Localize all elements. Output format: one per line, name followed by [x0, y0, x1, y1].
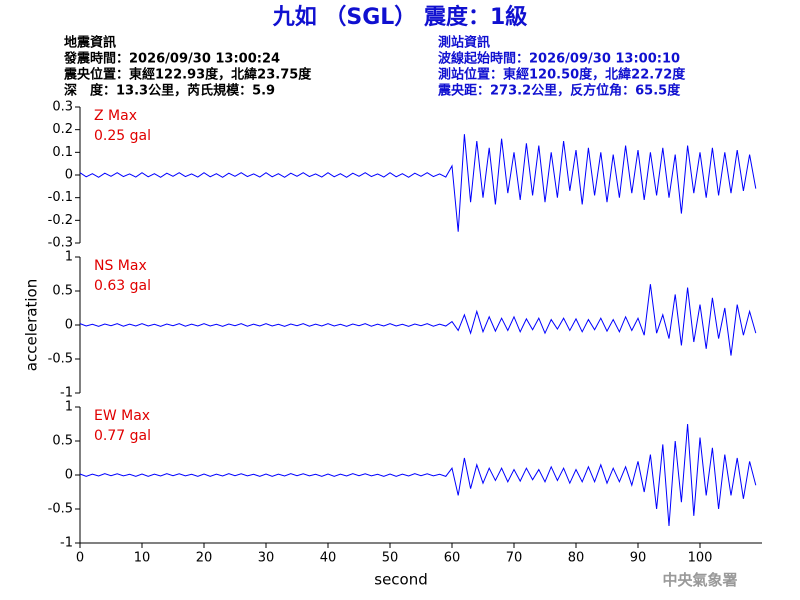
info-left: 震央位置：東經122.93度，北緯23.75度 — [63, 67, 312, 83]
y-tick-label: -1 — [60, 536, 73, 551]
y-tick-label: 0 — [65, 168, 73, 183]
annotation: 0.63 gal — [94, 278, 151, 294]
info-right: 波線起始時間：2026/09/30 13:00:10 — [438, 51, 680, 67]
y-tick-label: 0.1 — [52, 145, 73, 160]
y-tick-label: 0 — [65, 318, 73, 333]
annotation: Z Max — [94, 108, 137, 124]
y-tick-label: 1 — [65, 250, 73, 265]
x-tick-label: 100 — [688, 551, 713, 566]
y-tick-label: -0.5 — [48, 502, 73, 517]
y-tick-label: 1 — [65, 400, 73, 415]
waveform — [79, 134, 757, 232]
y-tick-label: -0.1 — [48, 190, 73, 205]
x-tick-label: 60 — [444, 551, 461, 566]
title: 九如 （SGL） 震度：1級 — [272, 4, 528, 30]
x-tick-label: 50 — [382, 551, 399, 566]
y-axis-label: acceleration — [23, 279, 41, 371]
x-tick-label: 80 — [568, 551, 585, 566]
x-tick-label: 30 — [258, 551, 275, 566]
annotation: EW Max — [94, 408, 150, 424]
x-tick-label: 90 — [630, 551, 647, 566]
x-tick-label: 40 — [320, 551, 337, 566]
info-left: 地震資訊 — [64, 35, 116, 51]
x-tick-label: 70 — [506, 551, 523, 566]
y-tick-label: -0.3 — [48, 236, 73, 251]
x-tick-label: 0 — [76, 551, 84, 566]
footer: 中央氣象署 — [662, 571, 737, 589]
annotation: 0.77 gal — [94, 428, 151, 444]
info-right: 震央距：273.2公里，反方位角：65.5度 — [437, 83, 681, 99]
info-left: 深 度：13.3公里，芮氏規模：5.9 — [64, 83, 275, 99]
y-tick-label: 0 — [65, 468, 73, 483]
info-left: 發震時間：2026/09/30 13:00:24 — [63, 51, 280, 67]
y-tick-label: 0.3 — [52, 100, 73, 115]
annotation: NS Max — [94, 258, 147, 274]
y-tick-label: -0.5 — [48, 352, 73, 367]
x-axis-label: second — [374, 571, 428, 589]
annotation: 0.25 gal — [94, 128, 151, 144]
info-right: 測站位置：東經120.50度，北緯22.72度 — [438, 67, 686, 83]
x-tick-label: 10 — [134, 551, 151, 566]
y-tick-label: 0.5 — [52, 284, 73, 299]
y-tick-label: 0.5 — [52, 434, 73, 449]
y-tick-label: -0.2 — [48, 213, 73, 228]
waveform — [79, 423, 757, 527]
y-tick-label: -1 — [60, 386, 73, 401]
waveform — [79, 284, 757, 356]
x-tick-label: 20 — [196, 551, 213, 566]
info-right: 測站資訊 — [438, 35, 490, 51]
y-tick-label: 0.2 — [52, 122, 73, 137]
